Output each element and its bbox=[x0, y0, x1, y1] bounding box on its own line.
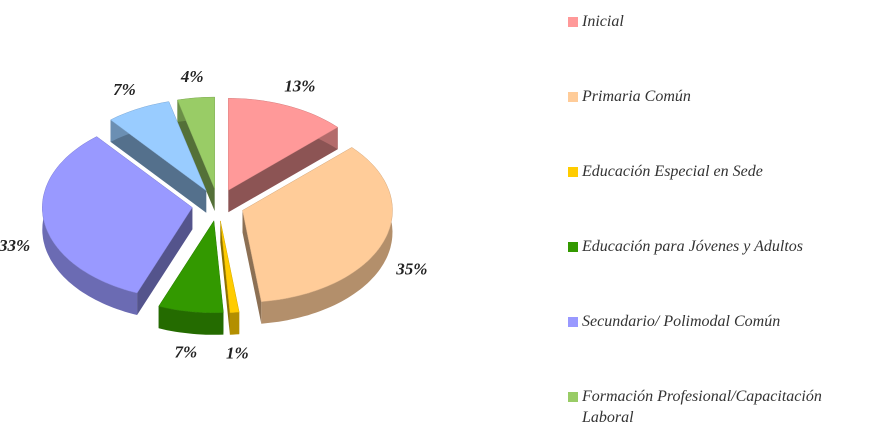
data-label: 7% bbox=[174, 342, 197, 361]
slice-side bbox=[228, 127, 338, 213]
legend-swatch bbox=[568, 242, 578, 252]
data-label: 4% bbox=[180, 67, 204, 86]
legend-swatch bbox=[568, 392, 578, 402]
slice bbox=[242, 147, 393, 302]
legend-label: Inicial bbox=[582, 13, 624, 30]
slice-side bbox=[42, 136, 138, 315]
legend-swatch bbox=[568, 92, 578, 102]
data-label: 1% bbox=[226, 343, 249, 362]
slice-group bbox=[110, 101, 207, 213]
legend-label: Secundario/ Polimodal Común bbox=[582, 313, 781, 330]
legend-item: Educación Especial en Sede bbox=[568, 161, 868, 182]
slice-side bbox=[261, 147, 393, 324]
slice bbox=[220, 220, 240, 313]
legend-item: Secundario/ Polimodal Común bbox=[568, 311, 868, 332]
legend-label: Educación para Jóvenes y Adultos bbox=[582, 238, 803, 255]
slice bbox=[158, 220, 224, 314]
slice-side bbox=[220, 220, 230, 335]
slice-side bbox=[242, 210, 262, 324]
slice-group bbox=[42, 136, 193, 315]
legend-swatch bbox=[568, 317, 578, 327]
slice-side bbox=[158, 306, 224, 335]
slice bbox=[110, 101, 207, 192]
slice-group bbox=[158, 220, 224, 335]
slice-side bbox=[177, 100, 215, 212]
data-label: 13% bbox=[284, 76, 315, 95]
legend-label: Primaria Común bbox=[582, 88, 691, 105]
legend-item: Inicial bbox=[568, 11, 868, 32]
slice bbox=[177, 96, 215, 190]
legend-swatch bbox=[568, 17, 578, 27]
legend-item: Formación Profesional/Capacitación Labor… bbox=[568, 386, 868, 428]
slice bbox=[42, 136, 193, 294]
slice-side bbox=[110, 119, 207, 213]
slice-group bbox=[220, 220, 240, 335]
pie-area: 13% 35% 1% 7% 33% 7% 4% bbox=[0, 67, 427, 362]
slice-group bbox=[242, 147, 393, 324]
data-label: 35% bbox=[395, 259, 427, 278]
slice bbox=[228, 98, 339, 191]
slice-group bbox=[177, 96, 215, 212]
data-label: 7% bbox=[113, 80, 136, 99]
slice-side bbox=[229, 312, 240, 335]
legend-label: Educación Especial en Sede bbox=[582, 163, 763, 180]
legend-item: Primaria Común bbox=[568, 86, 868, 107]
legend-label: Formación Profesional/Capacitación Labor… bbox=[582, 388, 822, 426]
data-label: 33% bbox=[0, 236, 30, 255]
legend-item: Educación para Jóvenes y Adultos bbox=[568, 236, 868, 257]
legend-swatch bbox=[568, 167, 578, 177]
slice-group bbox=[228, 98, 339, 213]
slice-side bbox=[137, 207, 193, 315]
